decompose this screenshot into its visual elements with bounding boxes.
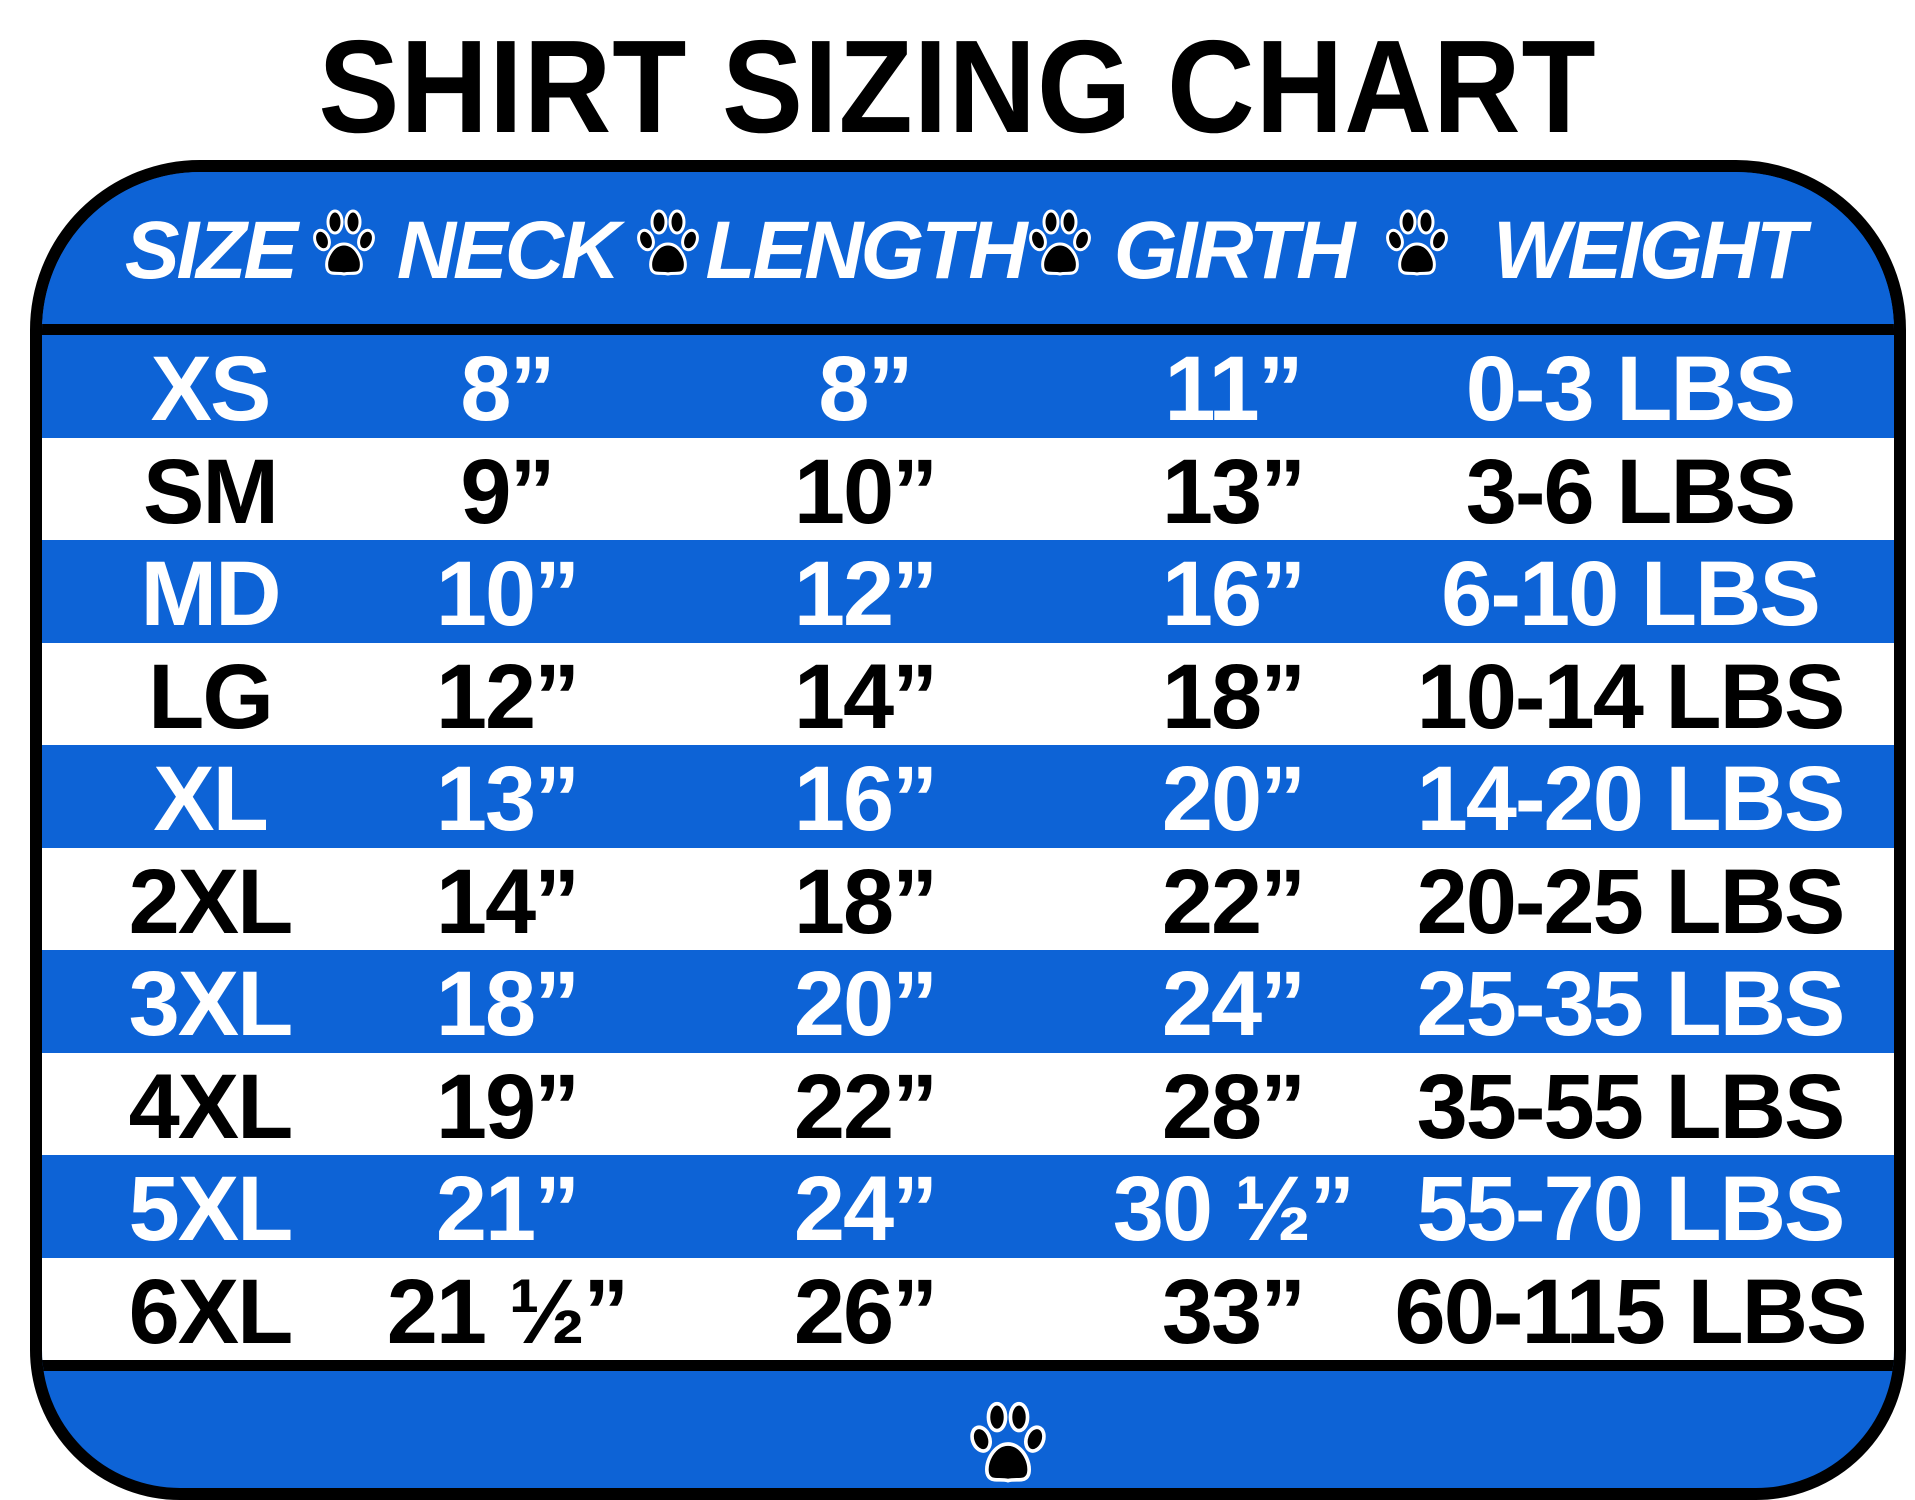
table-row: MD 10” 12” 16” 6-10 LBS: [42, 540, 1894, 643]
cell-weight: 14-20 LBS: [1416, 748, 1846, 850]
paw-print-icon: [637, 208, 699, 280]
cell-length: 12”: [793, 543, 938, 645]
table-row: 6XL 21 ½” 26” 33” 60-115 LBS: [42, 1257, 1894, 1363]
cell-length: 8”: [818, 338, 913, 440]
cell-girth: 24”: [1161, 953, 1306, 1055]
cell-neck: 14”: [435, 850, 580, 953]
cell-girth: 22”: [1161, 850, 1306, 953]
cell-size: 5XL: [128, 1158, 294, 1260]
cell-size: 3XL: [128, 953, 294, 1055]
cell-girth: 33”: [1161, 1260, 1306, 1363]
header-length: LENGTH: [705, 205, 1027, 296]
cell-length: 14”: [793, 645, 938, 748]
cell-weight: 20-25 LBS: [1416, 850, 1846, 953]
header-neck: NECK: [396, 205, 620, 296]
cell-neck: 13”: [435, 748, 580, 850]
cell-girth: 16”: [1161, 543, 1306, 645]
table-row: LG 12” 14” 18” 10-14 LBS: [42, 642, 1894, 748]
cell-length: 16”: [793, 748, 938, 850]
cell-size: XS: [150, 338, 272, 440]
cell-weight: 6-10 LBS: [1441, 543, 1821, 645]
cell-length: 18”: [793, 850, 938, 953]
cell-neck: 10”: [435, 543, 580, 645]
header-size: SIZE: [124, 205, 298, 296]
cell-girth: 18”: [1161, 645, 1306, 748]
cell-length: 24”: [793, 1158, 938, 1260]
cell-weight: 60-115 LBS: [1394, 1260, 1868, 1363]
cell-length: 20”: [793, 953, 938, 1055]
table-row: XS 8” 8” 11” 0-3 LBS: [42, 335, 1894, 438]
paw-print-icon: [1386, 208, 1448, 280]
cell-size: SM: [143, 440, 279, 543]
cell-girth: 13”: [1161, 440, 1306, 543]
cell-size: XL: [153, 748, 269, 850]
cell-girth: 28”: [1161, 1055, 1306, 1158]
cell-neck: 12”: [435, 645, 580, 748]
header-girth: GIRTH: [1113, 205, 1356, 296]
cell-size: 2XL: [128, 850, 294, 953]
sizing-table: SIZE NECK LENGTH GIRTH WEIGHT XS 8” 8” 11” 0…: [30, 160, 1906, 1500]
cell-weight: 55-70 LBS: [1416, 1158, 1846, 1260]
cell-weight: 25-35 LBS: [1416, 953, 1846, 1055]
cell-size: LG: [148, 645, 274, 748]
cell-neck: 8”: [460, 338, 555, 440]
table-row: SM 9” 10” 13” 3-6 LBS: [42, 437, 1894, 543]
cell-size: 4XL: [128, 1055, 294, 1158]
table-body: XS 8” 8” 11” 0-3 LBS SM 9” 10” 13” 3-6 LBS MD 10” 12…: [42, 335, 1894, 1360]
cell-length: 26”: [793, 1260, 938, 1363]
cell-length: 10”: [793, 440, 938, 543]
table-row: 3XL 18” 20” 24” 25-35 LBS: [42, 950, 1894, 1053]
table-row: 2XL 14” 18” 22” 20-25 LBS: [42, 847, 1894, 953]
paw-print-icon: [970, 1400, 1046, 1488]
cell-girth: 20”: [1161, 748, 1306, 850]
table-row: XL 13” 16” 20” 14-20 LBS: [42, 745, 1894, 848]
divider: [42, 1360, 1894, 1371]
cell-weight: 0-3 LBS: [1465, 338, 1797, 440]
cell-length: 22”: [793, 1055, 938, 1158]
table-row: 5XL 21” 24” 30 ½” 55-70 LBS: [42, 1155, 1894, 1258]
chart-title: SHIRT SIZING CHART: [318, 13, 1597, 160]
cell-neck: 21”: [435, 1158, 580, 1260]
paw-print-icon: [1029, 208, 1091, 280]
cell-weight: 10-14 LBS: [1416, 645, 1846, 748]
cell-size: 6XL: [128, 1260, 294, 1363]
cell-weight: 3-6 LBS: [1465, 440, 1797, 543]
cell-girth: 30 ½”: [1112, 1158, 1356, 1260]
cell-neck: 21 ½”: [386, 1260, 630, 1363]
cell-size: MD: [140, 543, 281, 645]
header-weight: WEIGHT: [1493, 205, 1806, 296]
table-header: SIZE NECK LENGTH GIRTH WEIGHT: [42, 172, 1894, 335]
table-row: 4XL 19” 22” 28” 35-55 LBS: [42, 1052, 1894, 1158]
cell-neck: 19”: [435, 1055, 580, 1158]
cell-neck: 18”: [435, 953, 580, 1055]
cell-neck: 9”: [460, 440, 555, 543]
cell-girth: 11”: [1164, 338, 1303, 440]
paw-print-icon: [313, 208, 375, 280]
cell-weight: 35-55 LBS: [1416, 1055, 1846, 1158]
